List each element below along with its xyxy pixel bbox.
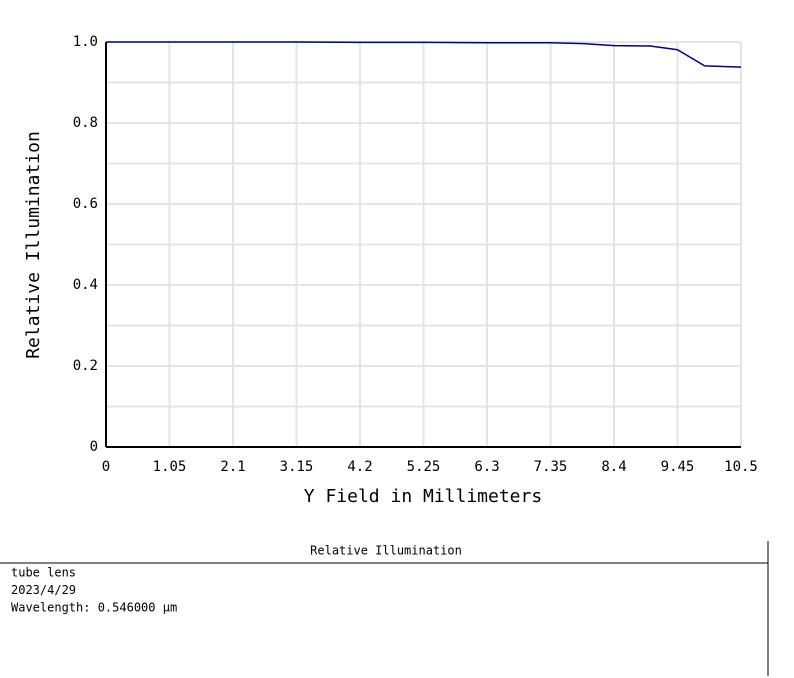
y-tick-label: 1.0 — [73, 34, 98, 50]
x-tick-label: 7.35 — [534, 459, 568, 475]
y-tick-label: 0.8 — [73, 115, 98, 131]
y-tick-label: 0.4 — [73, 277, 98, 293]
x-tick-label: 1.05 — [153, 459, 187, 475]
x-tick-label: 8.4 — [601, 459, 626, 475]
x-tick-label: 0 — [102, 459, 110, 475]
y-tick-label: 0.2 — [73, 358, 98, 374]
y-axis-title: Relative Illumination — [23, 131, 44, 359]
x-tick-label: 4.2 — [347, 459, 372, 475]
x-tick-label: 10.5 — [724, 459, 758, 475]
x-axis-title: Y Field in Millimeters — [304, 486, 542, 507]
x-tick-label: 6.3 — [474, 459, 499, 475]
info-title: Relative Illumination — [310, 544, 462, 558]
x-tick-label: 3.15 — [280, 459, 314, 475]
data-line — [106, 41, 742, 68]
info-line: 2023/4/29 — [11, 583, 76, 597]
x-tick-label: 2.1 — [220, 459, 245, 475]
y-tick-label: 0 — [90, 439, 98, 455]
x-tick-label: 9.45 — [661, 459, 695, 475]
x-tick-label: 5.25 — [407, 459, 441, 475]
info-line: tube lens — [11, 566, 76, 580]
y-tick-label: 0.6 — [73, 196, 98, 212]
info-line: Wavelength: 0.546000 µm — [11, 601, 177, 615]
